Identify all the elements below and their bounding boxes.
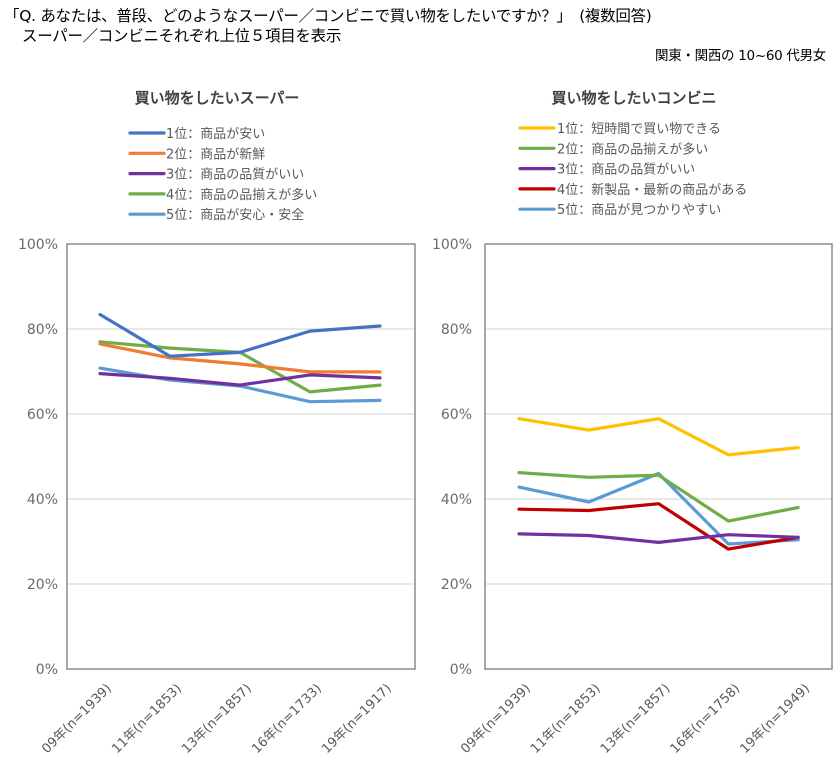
legend-label: 1位：短時間で買い物できる — [557, 122, 721, 137]
y-tick-label: 100% — [432, 237, 472, 253]
y-tick-label: 60% — [27, 407, 58, 423]
chart-title: 買い物をしたいコンビニ — [551, 89, 716, 107]
series-line — [517, 471, 800, 523]
y-tick-label: 100% — [18, 237, 58, 253]
subtitle-text: スーパー／コンビニそれぞれ上位５項目を表示 — [22, 27, 342, 45]
series-line — [98, 372, 382, 387]
legend-label: 3位：商品の品質がいい — [557, 163, 695, 178]
legend-label: 3位：商品の品質がいい — [166, 168, 304, 183]
x-tick-label: 11年(n=1853) — [528, 681, 604, 757]
legend-label: 2位：商品の品揃えが多い — [557, 141, 708, 157]
series-line — [517, 471, 800, 546]
series-line — [98, 342, 382, 374]
y-tick-label: 20% — [27, 577, 58, 593]
legend-label: 2位：商品が新鮮 — [166, 146, 265, 162]
question-text: 「Q. あなたは、普段、どのようなスーパー／コンビニで買い物をしたいですか？」 … — [4, 7, 652, 25]
series-line — [98, 312, 382, 358]
legend-label: 4位：商品の品揃えが多い — [166, 187, 317, 203]
y-tick-label: 60% — [441, 407, 472, 423]
chart-title: 買い物をしたいスーパー — [135, 89, 300, 107]
y-tick-label: 80% — [27, 322, 58, 338]
region-note: 関東・関西の 10~60 代男女 — [655, 48, 826, 64]
legend-label: 1位：商品が安い — [166, 127, 265, 142]
plot-frame — [484, 243, 833, 670]
x-tick-label: 19年(n=1949) — [737, 681, 813, 757]
y-tick-label: 0% — [450, 662, 472, 678]
x-tick-label: 09年(n=1939) — [458, 681, 534, 757]
plot-frame — [66, 243, 416, 670]
legend-label: 5位：商品が見つかりやすい — [557, 203, 721, 218]
x-tick-label: 16年(n=1758) — [668, 681, 744, 757]
y-tick-label: 40% — [441, 492, 472, 508]
y-tick-label: 80% — [441, 322, 472, 338]
legend-label: 4位：新製品・最新の商品がある — [557, 182, 747, 198]
series-line — [517, 502, 800, 551]
y-tick-label: 20% — [441, 577, 472, 593]
y-tick-label: 40% — [27, 492, 58, 508]
series-line — [517, 417, 800, 457]
series-line — [517, 532, 800, 545]
y-tick-label: 0% — [36, 662, 58, 678]
legend-label: 5位：商品が安心・安全 — [166, 207, 304, 223]
x-tick-label: 13年(n=1857) — [598, 681, 674, 757]
